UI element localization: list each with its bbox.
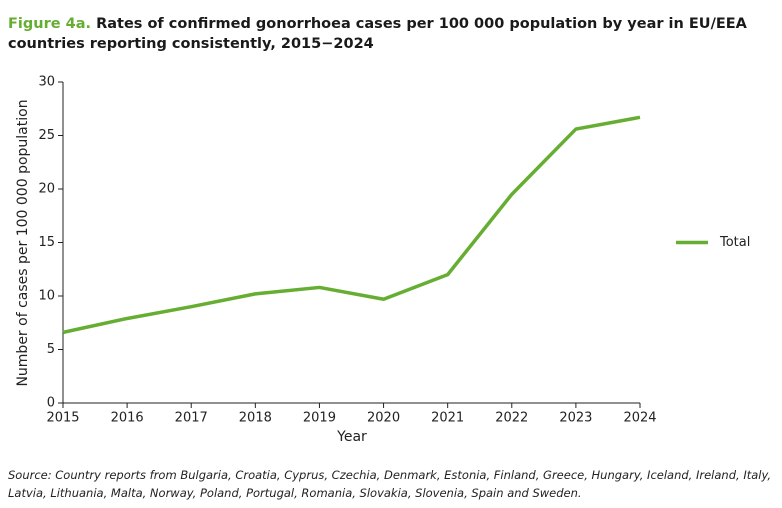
chart-title: Rates of confirmed gonorrhoea cases per … — [8, 16, 747, 52]
x-tick-label: 2020 — [367, 411, 400, 426]
y-tick-label: 30 — [38, 75, 55, 90]
x-tick-label: 2018 — [239, 411, 272, 426]
y-tick-label: 15 — [38, 235, 55, 250]
x-tick-label: 2017 — [175, 411, 208, 426]
x-axis-label: Year — [336, 429, 367, 445]
x-tick-label: 2019 — [303, 411, 336, 426]
y-tick-label: 25 — [38, 128, 55, 143]
x-tick-label: 2024 — [623, 411, 656, 426]
x-tick-label: 2016 — [111, 411, 144, 426]
chart: Year Number of cases per 100 000 populat… — [15, 75, 750, 446]
x-tick-label: 2021 — [431, 411, 464, 426]
y-tick-label: 0 — [47, 396, 55, 411]
y-tick-label: 20 — [38, 182, 55, 197]
chart-title-block: Figure 4a. Rates of confirmed gonorrhoea… — [8, 14, 778, 54]
x-tick-label: 2023 — [559, 411, 592, 426]
y-axis-label: Number of cases per 100 000 population — [15, 99, 31, 386]
figure-label: Figure 4a. — [8, 16, 91, 32]
x-tick-label: 2022 — [495, 411, 528, 426]
data-line — [62, 115, 641, 335]
x-tick-label: 2015 — [46, 411, 79, 426]
y-tick-label: 10 — [38, 289, 55, 304]
y-tick-label: 5 — [47, 342, 55, 357]
legend-label: Total — [719, 235, 750, 250]
source-note: Source: Country reports from Bulgaria, C… — [8, 468, 772, 500]
